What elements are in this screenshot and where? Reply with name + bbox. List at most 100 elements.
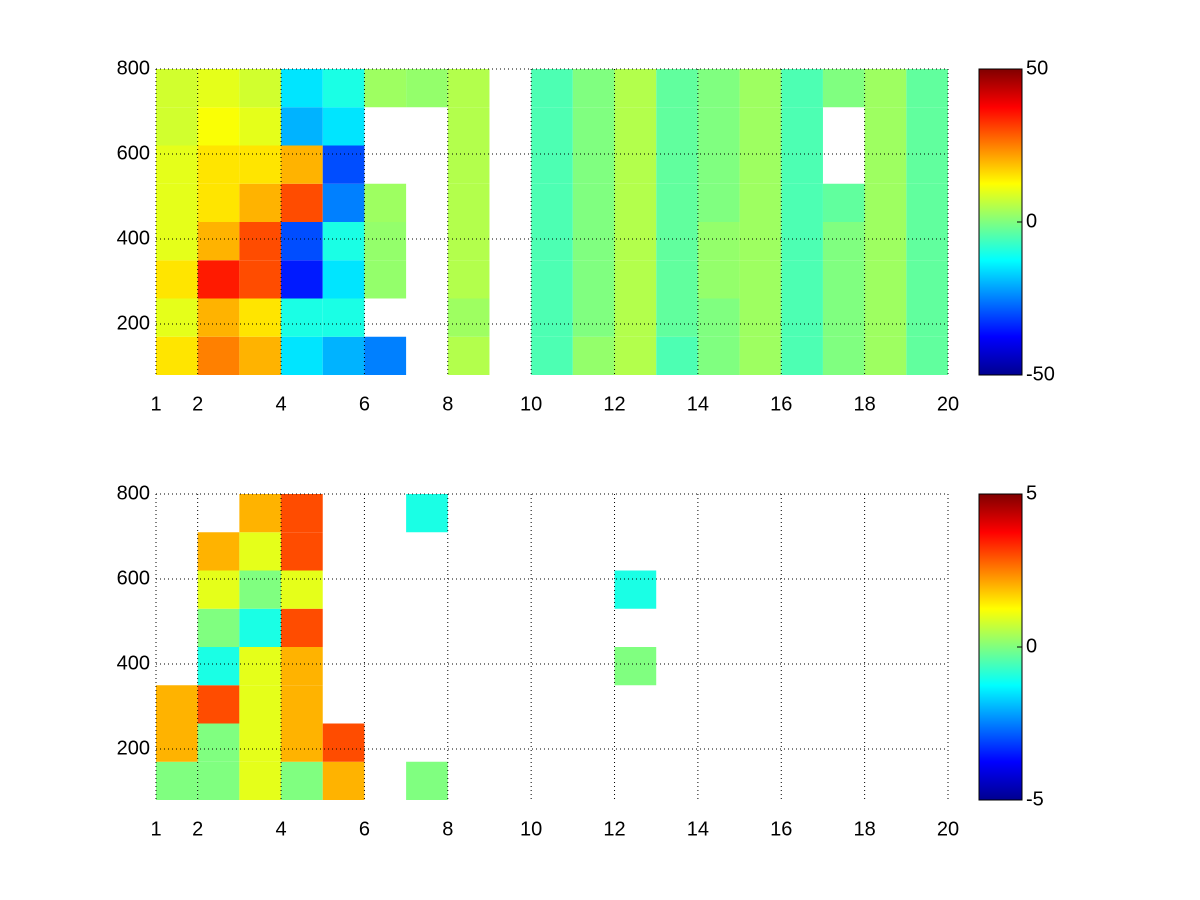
x-tick-label: 14	[687, 818, 709, 840]
heat-cell	[531, 183, 573, 222]
heat-cell	[864, 145, 907, 184]
heat-cell	[197, 145, 240, 184]
heat-cell	[239, 570, 282, 609]
x-tick-label: 18	[854, 393, 876, 415]
heat-cell	[156, 222, 198, 261]
x-tick-label: 10	[520, 818, 542, 840]
heat-cell	[864, 336, 907, 375]
heat-cell	[406, 69, 448, 108]
heat-cell	[531, 107, 573, 146]
heat-cell	[364, 336, 407, 375]
heat-cell	[197, 298, 240, 337]
heat-cell	[281, 532, 323, 571]
x-tick-label: 20	[937, 818, 959, 840]
heat-cell	[197, 723, 240, 762]
heat-cell	[281, 298, 323, 337]
heat-cell	[572, 298, 615, 337]
heat-cell	[156, 69, 198, 108]
heat-cell	[197, 761, 240, 800]
heat-cell	[322, 336, 365, 375]
heat-cell	[697, 183, 740, 222]
x-tick-label: 16	[770, 818, 792, 840]
heat-cell	[781, 222, 823, 261]
heat-cell	[281, 145, 323, 184]
colorbar-tick-label: -50	[1026, 363, 1055, 385]
heat-cell	[572, 222, 615, 261]
heat-cell	[822, 336, 865, 375]
heat-cell	[697, 336, 740, 375]
heat-cell	[197, 647, 240, 686]
heat-cell	[239, 608, 282, 647]
heat-cell	[197, 183, 240, 222]
heat-cell	[406, 494, 448, 533]
heat-cell	[281, 260, 323, 299]
heat-cell	[697, 298, 740, 337]
heat-cell	[822, 222, 865, 261]
heat-cell	[656, 107, 698, 146]
x-tick-label: 14	[687, 393, 709, 415]
heat-cell	[906, 183, 948, 222]
x-tick-label: 1	[150, 818, 161, 840]
y-tick-label: 400	[117, 652, 150, 674]
x-tick-label: 8	[442, 393, 453, 415]
heat-cell	[614, 570, 657, 609]
y-tick-label: 200	[117, 737, 150, 759]
heat-cell	[614, 145, 657, 184]
heat-cell	[614, 298, 657, 337]
heat-cell	[239, 145, 282, 184]
heat-cell	[906, 145, 948, 184]
heat-cell	[197, 570, 240, 609]
heat-cell	[864, 69, 907, 108]
heat-cell	[906, 107, 948, 146]
heat-cell	[531, 298, 573, 337]
heat-cell	[322, 183, 365, 222]
heat-cell	[156, 685, 198, 724]
heat-cell	[572, 336, 615, 375]
heat-cell	[781, 336, 823, 375]
x-tick-label: 1	[150, 393, 161, 415]
heat-cell	[572, 183, 615, 222]
heat-cell	[864, 260, 907, 299]
y-tick-label: 400	[117, 227, 150, 249]
heat-cell	[864, 298, 907, 337]
heat-cell	[156, 260, 198, 299]
heat-cell	[281, 336, 323, 375]
colorbar-tick-label: 0	[1026, 210, 1037, 232]
heat-cell	[864, 107, 907, 146]
heat-cell	[864, 222, 907, 261]
heat-cell	[239, 647, 282, 686]
heat-cell	[447, 183, 490, 222]
colorbar-tick-label: 50	[1026, 57, 1048, 79]
heat-cell	[281, 608, 323, 647]
heat-cell	[447, 260, 490, 299]
heat-cell	[239, 222, 282, 261]
heat-cell	[239, 532, 282, 571]
heat-cell	[239, 183, 282, 222]
heat-cell	[197, 260, 240, 299]
heat-cell	[281, 69, 323, 108]
heat-cell	[739, 69, 782, 108]
x-tick-label: 2	[192, 818, 203, 840]
heat-cell	[197, 685, 240, 724]
heat-cell	[614, 69, 657, 108]
heat-cell	[739, 107, 782, 146]
heat-cell	[281, 570, 323, 609]
heat-cell	[447, 336, 490, 375]
heat-cell	[656, 298, 698, 337]
heat-cell	[697, 145, 740, 184]
heat-cell	[239, 723, 282, 762]
heat-cell	[822, 183, 865, 222]
x-tick-label: 6	[359, 393, 370, 415]
heat-cell	[864, 183, 907, 222]
heat-cell	[197, 532, 240, 571]
heat-cell	[614, 336, 657, 375]
heat-cell	[572, 69, 615, 108]
heat-cell	[697, 69, 740, 108]
heat-cell	[239, 761, 282, 800]
heat-cell	[697, 260, 740, 299]
heat-cell	[697, 222, 740, 261]
heat-cell	[614, 183, 657, 222]
x-tick-label: 16	[770, 393, 792, 415]
heat-cell	[906, 69, 948, 108]
